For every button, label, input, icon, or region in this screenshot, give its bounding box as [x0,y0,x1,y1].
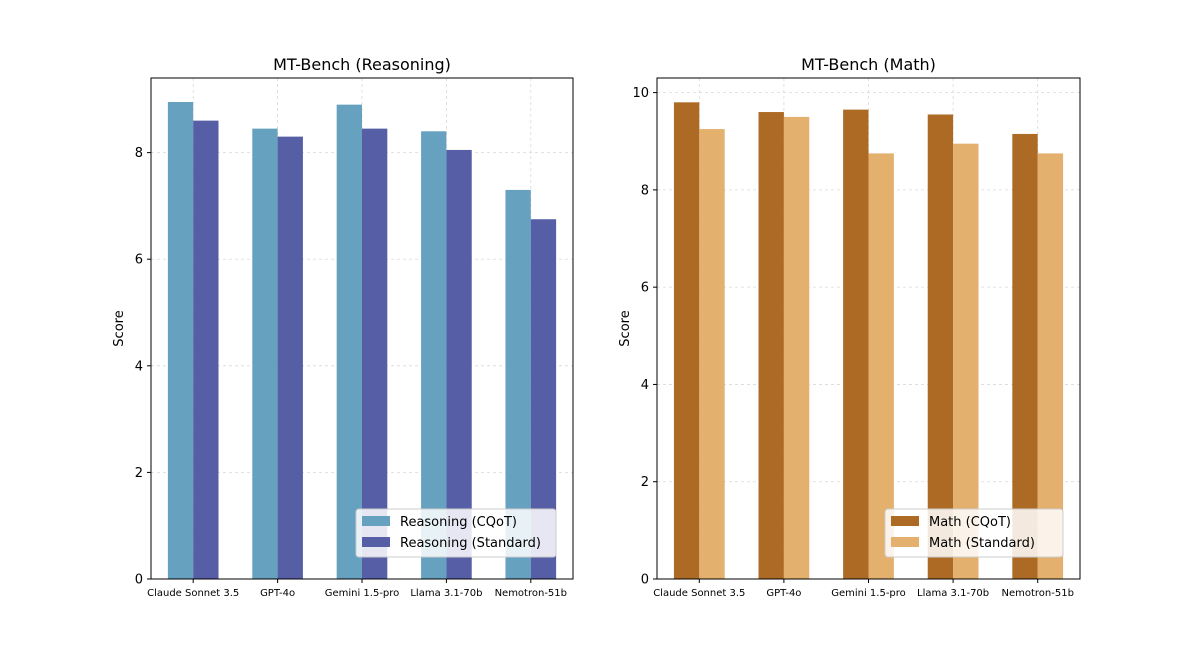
math-xtick-label: GPT-4o [766,588,801,599]
reasoning-bar [336,104,362,580]
reasoning-bar [193,120,219,579]
math-legend-label: Math (Standard) [929,536,1035,551]
math-ytick-label: 0 [641,573,649,588]
reasoning-legend-label: Reasoning (Standard) [400,536,541,551]
math-ytick-label: 10 [632,86,649,101]
math-legend-swatch [891,516,919,526]
math-legend-label: Math (CQoT) [929,515,1011,530]
reasoning-bar [446,149,472,579]
reasoning-bar [421,131,447,580]
reasoning-chart-title: MT-Bench (Reasoning) [273,55,451,74]
reasoning-ytick-label: 4 [135,359,143,374]
math-xtick-label: Gemini 1.5-pro [831,588,906,599]
math-bar [953,143,979,580]
reasoning-legend-label: Reasoning (CQoT) [400,515,517,530]
math-xtick-label: Llama 3.1-70b [917,588,989,599]
math-ytick-label: 6 [641,281,649,296]
math-ytick-label: 4 [641,378,649,393]
reasoning-bar [167,101,194,579]
math-bar [1037,153,1064,580]
reasoning-xtick-label: Llama 3.1-70b [410,588,482,599]
math-legend-swatch [891,537,919,547]
reasoning-xtick-label: Gemini 1.5-pro [325,588,400,599]
reasoning-bar [277,136,303,579]
reasoning-xtick-label: Nemotron-51b [495,588,567,599]
math-bar [843,109,869,579]
reasoning-ytick-label: 2 [135,466,143,481]
math-bar [868,153,894,580]
math-xtick-label: Nemotron-51b [1001,588,1073,599]
math-legend-box [884,508,1064,558]
reasoning-legend-box [355,508,557,558]
reasoning-ylabel: Score [112,310,127,346]
math-bar [1012,133,1038,579]
reasoning-legend-swatch [362,516,390,526]
reasoning-bar [252,128,278,579]
math-bar [783,116,810,579]
math-xtick-label: Claude Sonnet 3.5 [653,588,745,599]
math-bar [673,102,700,580]
math-chart-title: MT-Bench (Math) [801,55,936,74]
reasoning-xtick-label: GPT-4o [260,588,295,599]
reasoning-ytick-label: 0 [135,573,143,588]
math-ytick-label: 2 [641,475,649,490]
reasoning-legend-swatch [362,537,390,547]
math-bar [758,112,784,579]
math-bar [699,129,725,579]
math-ytick-label: 8 [641,183,649,198]
math-bar [927,114,954,579]
reasoning-xtick-label: Claude Sonnet 3.5 [147,588,239,599]
reasoning-bar [362,128,388,579]
reasoning-ytick-label: 6 [135,253,143,268]
math-ylabel: Score [618,310,633,346]
reasoning-ytick-label: 8 [135,146,143,161]
